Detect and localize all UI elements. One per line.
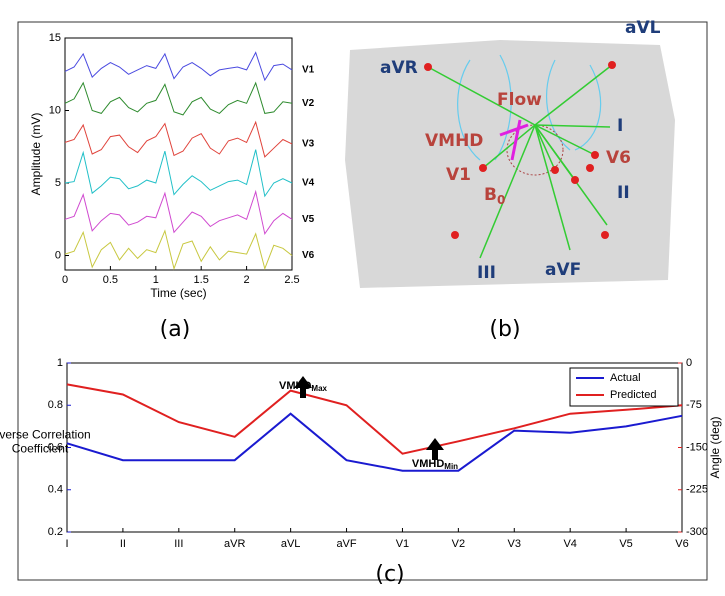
x-tick-label: 0.5	[103, 274, 118, 286]
series-line	[64, 189, 293, 236]
x-tick-label: 0	[62, 274, 68, 286]
series-label: V6	[302, 250, 315, 261]
series-label: V3	[302, 138, 315, 149]
annotation-text: VMHD	[412, 458, 444, 470]
y-tick-label: 0.2	[48, 526, 63, 538]
series-line	[64, 51, 293, 82]
x-axis-label: Time (sec)	[150, 286, 206, 300]
arrow	[426, 438, 444, 460]
y-axis-label: Amplitude (mV)	[29, 113, 43, 196]
caption: (c)	[375, 562, 404, 587]
x-tick-label: aVF	[336, 538, 356, 550]
x-tick-label: aVR	[224, 538, 245, 550]
lung-wireframe	[457, 54, 602, 161]
legend-label: Actual	[610, 372, 641, 384]
x-tick-label: V1	[396, 538, 409, 550]
label: Flow	[497, 90, 542, 110]
series-line	[64, 81, 293, 116]
label: II	[617, 183, 630, 203]
y-tick-label: 15	[49, 32, 61, 44]
electrodes	[424, 61, 616, 239]
label: V6	[606, 148, 631, 168]
y2-tick-label: -75	[686, 399, 702, 411]
x-tick-label: 1	[153, 274, 159, 286]
y-tick-label: 0.8	[48, 399, 63, 411]
y2-tick-label: -300	[686, 526, 708, 538]
x-tick-label: 2.5	[284, 274, 299, 286]
series-line	[64, 120, 293, 158]
label: B	[484, 185, 497, 205]
annotation-subscript: Min	[444, 462, 458, 471]
legend-label: Predicted	[610, 389, 656, 401]
annotation: VMHDMax	[279, 380, 328, 393]
label: aVF	[545, 260, 581, 280]
lead-lines	[427, 64, 613, 259]
y2-axis-label: Angle (deg)	[708, 416, 722, 478]
annotation: VMHDMin	[412, 458, 458, 471]
annotation-subscript: Max	[311, 384, 327, 393]
subscript: 0	[497, 193, 505, 207]
series-label: V2	[302, 98, 315, 109]
arrow	[294, 376, 312, 398]
y-tick-label: 0.4	[48, 484, 63, 496]
y-tick-label: 5	[55, 177, 61, 189]
series-line	[66, 383, 683, 455]
label: aVL	[625, 18, 661, 38]
y-tick-label: 0	[55, 249, 61, 261]
label: I	[617, 116, 623, 136]
x-tick-label: V2	[452, 538, 465, 550]
label: B0	[484, 185, 505, 207]
x-tick-label: V3	[508, 538, 521, 550]
y2-tick-label: -225	[686, 484, 708, 496]
x-tick-label: III	[174, 538, 183, 550]
vectors	[499, 119, 529, 161]
y-tick-label: 1	[57, 357, 63, 369]
x-tick-label: 1.5	[194, 274, 209, 286]
label: VMHD	[425, 131, 483, 151]
caption: (b)	[489, 317, 520, 342]
series-line	[64, 149, 293, 198]
annotation-text: VMHD	[279, 380, 311, 392]
legend: Actual Predicted	[569, 367, 679, 407]
series-label: V4	[302, 178, 315, 189]
torso	[345, 40, 675, 288]
series-label: V1	[302, 65, 315, 76]
x-tick-label: I	[65, 538, 68, 550]
label: V1	[446, 165, 471, 185]
label: III	[477, 263, 496, 283]
y-axis-label: Coefficient	[12, 442, 69, 456]
series-label: V5	[302, 214, 315, 225]
y-tick-label: 10	[49, 104, 61, 116]
x-tick-label: V4	[563, 538, 576, 550]
x-tick-label: 2	[244, 274, 250, 286]
y-tick-label: 0.6	[48, 441, 63, 453]
legend-box	[569, 367, 679, 407]
series-line	[64, 229, 293, 271]
caption: (a)	[160, 317, 191, 342]
y-axis-label: Inverse Correlation	[0, 428, 91, 442]
series-line	[66, 412, 683, 472]
y2-tick-label: 0	[686, 357, 692, 369]
x-tick-label: V5	[619, 538, 632, 550]
x-tick-label: aVL	[281, 538, 301, 550]
label: aVR	[380, 58, 418, 78]
diagram: aVR aVL Flow I VMHD V6 V1 III aVF II B0 …	[345, 18, 675, 342]
x-tick-label: V6	[675, 538, 688, 550]
y2-tick-label: -150	[686, 441, 708, 453]
x-tick-label: II	[120, 538, 126, 550]
